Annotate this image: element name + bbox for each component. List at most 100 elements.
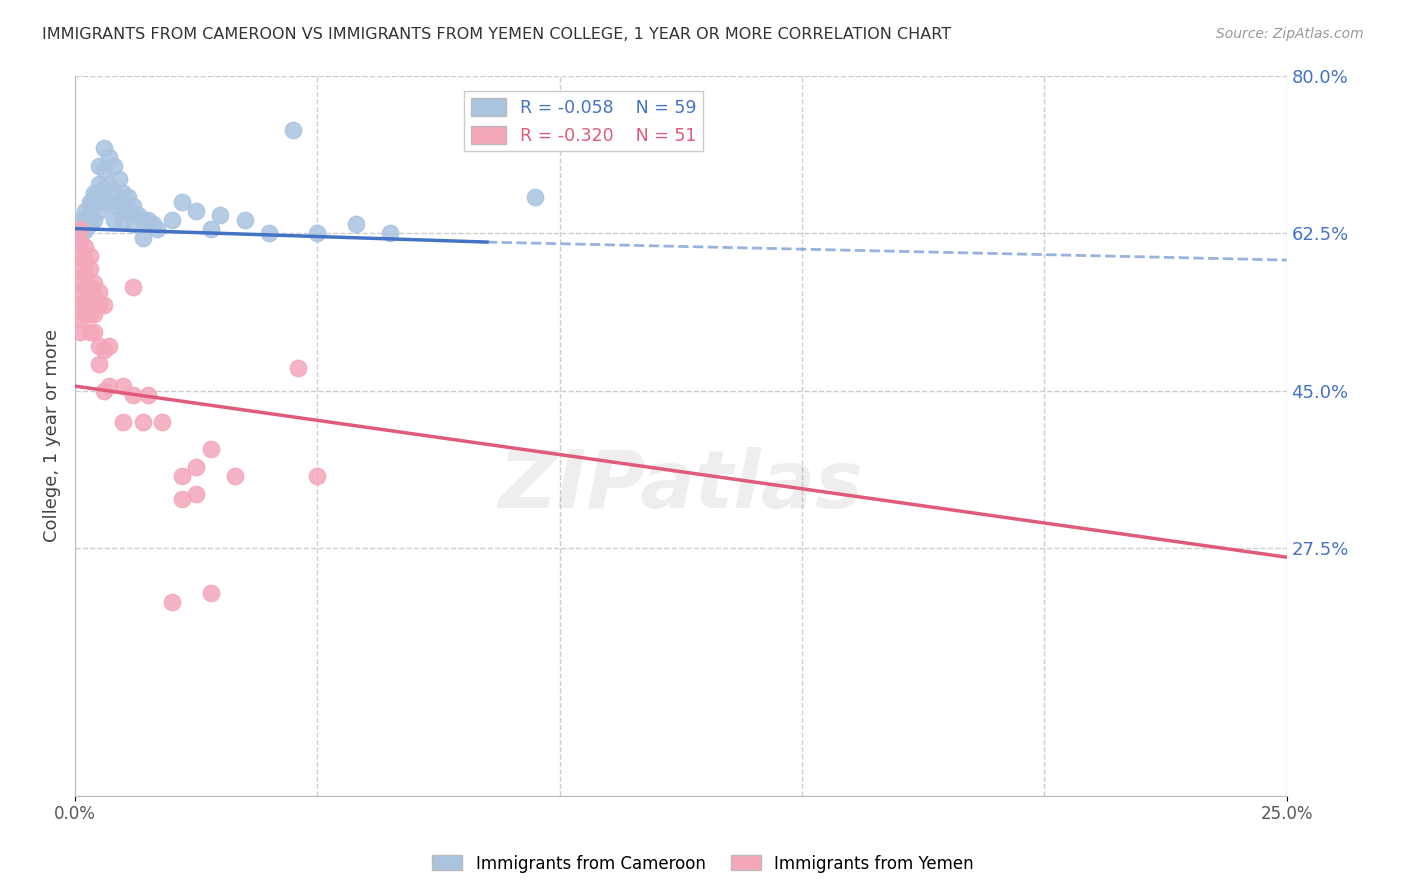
Point: [79, 280, 101, 294]
Point: [132, 415, 155, 429]
Point: [89, 177, 111, 191]
Point: [160, 212, 183, 227]
Point: [97, 338, 120, 352]
Point: [83, 307, 105, 321]
Point: [136, 212, 159, 227]
Point: [89, 357, 111, 371]
Point: [307, 226, 329, 240]
Point: [344, 217, 367, 231]
Point: [89, 203, 111, 218]
Point: [97, 379, 120, 393]
Point: [69, 230, 91, 244]
Point: [73, 239, 96, 253]
Point: [117, 203, 139, 218]
Point: [69, 285, 91, 299]
Point: [69, 271, 91, 285]
Point: [73, 223, 96, 237]
Point: [79, 212, 101, 227]
Point: [79, 249, 101, 263]
Y-axis label: College, 1 year or more: College, 1 year or more: [44, 329, 60, 542]
Point: [73, 267, 96, 281]
Point: [122, 388, 145, 402]
Legend: R = -0.058    N = 59, R = -0.320    N = 51: R = -0.058 N = 59, R = -0.320 N = 51: [464, 91, 703, 152]
Point: [69, 235, 91, 249]
Point: [89, 338, 111, 352]
Point: [136, 388, 159, 402]
Point: [186, 460, 208, 475]
Point: [79, 194, 101, 209]
Point: [79, 293, 101, 308]
Point: [103, 199, 125, 213]
Point: [69, 249, 91, 263]
Point: [209, 208, 232, 222]
Point: [83, 212, 105, 227]
Text: ZIPatlas: ZIPatlas: [498, 447, 863, 525]
Point: [73, 307, 96, 321]
Point: [186, 203, 208, 218]
Point: [186, 487, 208, 501]
Point: [73, 217, 96, 231]
Point: [103, 159, 125, 173]
Point: [117, 190, 139, 204]
Point: [97, 150, 120, 164]
Point: [73, 212, 96, 227]
Point: [69, 221, 91, 235]
Point: [93, 298, 115, 312]
Point: [69, 298, 91, 312]
Point: [79, 325, 101, 339]
Point: [112, 203, 135, 218]
Point: [107, 172, 129, 186]
Point: [93, 343, 115, 358]
Point: [73, 203, 96, 218]
Point: [93, 194, 115, 209]
Point: [112, 214, 135, 228]
Point: [89, 285, 111, 299]
Point: [93, 384, 115, 398]
Point: [170, 194, 193, 209]
Point: [122, 217, 145, 231]
Point: [83, 190, 105, 204]
Point: [79, 307, 101, 321]
Point: [97, 194, 120, 209]
Point: [79, 262, 101, 277]
Point: [79, 199, 101, 213]
Point: [89, 159, 111, 173]
Point: [103, 212, 125, 227]
Point: [122, 280, 145, 294]
Point: [112, 379, 135, 393]
Point: [73, 253, 96, 268]
Point: [378, 226, 401, 240]
Point: [79, 205, 101, 219]
Point: [233, 212, 256, 227]
Point: [73, 280, 96, 294]
Point: [132, 212, 155, 227]
Point: [83, 186, 105, 200]
Point: [200, 586, 222, 600]
Point: [103, 186, 125, 200]
Point: [150, 415, 173, 429]
Point: [69, 325, 91, 339]
Point: [73, 293, 96, 308]
Point: [93, 181, 115, 195]
Point: [146, 221, 169, 235]
Point: [69, 311, 91, 326]
Point: [83, 196, 105, 211]
Point: [160, 595, 183, 609]
Point: [524, 190, 547, 204]
Point: [107, 194, 129, 209]
Point: [69, 226, 91, 240]
Legend: Immigrants from Cameroon, Immigrants from Yemen: Immigrants from Cameroon, Immigrants fro…: [426, 848, 980, 880]
Point: [141, 217, 163, 231]
Point: [89, 298, 111, 312]
Point: [200, 221, 222, 235]
Point: [93, 163, 115, 178]
Point: [127, 208, 149, 222]
Point: [83, 325, 105, 339]
Point: [224, 469, 246, 483]
Text: IMMIGRANTS FROM CAMEROON VS IMMIGRANTS FROM YEMEN COLLEGE, 1 YEAR OR MORE CORREL: IMMIGRANTS FROM CAMEROON VS IMMIGRANTS F…: [42, 27, 952, 42]
Text: Source: ZipAtlas.com: Source: ZipAtlas.com: [1216, 27, 1364, 41]
Point: [97, 177, 120, 191]
Point: [69, 212, 91, 227]
Point: [83, 289, 105, 303]
Point: [122, 199, 145, 213]
